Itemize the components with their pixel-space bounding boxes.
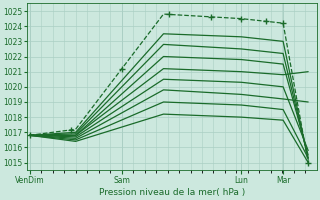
X-axis label: Pression niveau de la mer( hPa ): Pression niveau de la mer( hPa )	[99, 188, 245, 197]
